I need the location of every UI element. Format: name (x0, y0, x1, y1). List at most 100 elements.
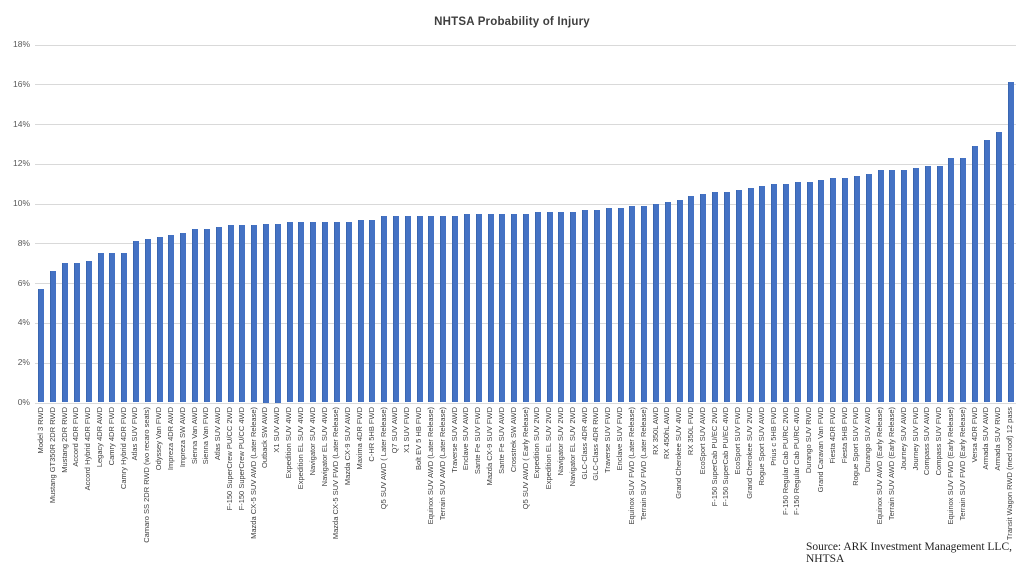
x-tick-label: Mustang 2DR RWD (59, 406, 69, 473)
x-tick-label: Camry Hybrid 4DR FWD (118, 406, 128, 489)
gridline-10pct (35, 203, 1016, 205)
x-tick-label: Durango SUV RWD (804, 406, 814, 473)
x-tick-label: Maxima 4DR FWD (355, 406, 365, 470)
bar (617, 207, 624, 403)
y-tick-label: 10% (12, 198, 30, 209)
bar (582, 209, 589, 403)
x-tick-label: Terrain SUV FWD (Later Release) (638, 406, 648, 520)
y-tick-label: 4% (17, 317, 30, 328)
x-tick-label: RX 350L AWD (650, 406, 660, 455)
x-tick-label: X1 SUV FWD (402, 406, 412, 453)
bar (558, 211, 565, 403)
x-tick-label: Sienna Van FWD (201, 406, 211, 464)
bar (357, 219, 364, 403)
bar (747, 187, 754, 403)
x-tick-label: Journey SUV AWD (898, 406, 908, 470)
x-tick-label: Atlas SUV AWD (213, 406, 223, 460)
y-tick-label: 18% (12, 39, 30, 49)
x-tick-label: Prius c 5HB FWD (768, 406, 778, 466)
bar (487, 213, 494, 403)
x-tick-label: F-150 Regular Cab PU/RC 4WD (792, 406, 802, 515)
x-tick-label: Journey SUV FWD (910, 406, 920, 470)
bar (345, 221, 352, 403)
x-tick-label: Sienna Van AWD (189, 406, 199, 464)
bar (286, 221, 293, 403)
bar (842, 177, 849, 403)
bar (676, 199, 683, 403)
x-tick-label: Enclave SUV FWD (615, 406, 625, 470)
bar (239, 225, 246, 403)
bar (818, 179, 825, 403)
x-tick-label: Sante Fe SUV AWD (496, 406, 506, 474)
x-tick-label: Terrain SUV FWD (Early Release) (957, 406, 967, 520)
x-tick-label: Expedition SUV 4WD (284, 406, 294, 478)
x-tick-label: F-150 Regular Cab PU/RC 2WD (780, 406, 790, 515)
bar (452, 215, 459, 403)
x-tick-label: Compass SUV AWD (922, 406, 932, 475)
x-tick-label: RX 450hL AWD (662, 406, 672, 459)
bar (641, 205, 648, 403)
source-note: Source: ARK Investment Management LLC, N… (806, 541, 1013, 565)
x-tick-label: Equinox SUV AWD (Early Release) (875, 406, 885, 524)
bar (381, 215, 388, 403)
x-tick-label: Compass SUV FWD (934, 406, 944, 475)
y-tick-label: 2% (17, 357, 30, 368)
x-tick-label: Expedition EL SUV 4WD (295, 406, 305, 489)
x-tick-label: Sante Fe SUV FWD (473, 406, 483, 474)
bar (664, 201, 671, 403)
bar (180, 233, 187, 403)
bar (924, 165, 931, 403)
bar (593, 209, 600, 403)
bar (274, 223, 281, 403)
bar (369, 219, 376, 403)
bar (85, 261, 92, 403)
x-tick-label: Accord 4DR FWD (71, 406, 81, 467)
bar (523, 213, 529, 403)
x-tick-label: Grand Caravan Van FWD (815, 406, 825, 492)
bar (712, 191, 719, 403)
bar (463, 213, 470, 403)
bar (132, 241, 139, 403)
x-tick-label: F-150 SuperCab PU/EC 4WD (721, 406, 731, 506)
gridline-16pct (35, 84, 1016, 86)
bar (97, 253, 104, 403)
x-tick-label: Equinox SUV FWD (Later Release) (626, 406, 636, 525)
bar (889, 169, 896, 403)
bar (109, 253, 116, 403)
bar (511, 213, 518, 403)
y-tick-label: 0% (17, 397, 30, 407)
x-tick-label: EcoSport SUV AWD (697, 406, 707, 474)
bar (499, 213, 506, 403)
bar (653, 203, 659, 403)
gridline-12pct (35, 163, 1016, 165)
x-tick-label: Grand Cherokee SUV 4WD (674, 406, 684, 499)
bar (723, 191, 730, 403)
x-tick-label: Expedition SUV 2WD (532, 406, 542, 478)
x-tick-label: Navigator SUV 2WD (555, 406, 565, 475)
x-tick-label: Accord Hybrid 4DR FWD (83, 406, 93, 490)
bar (806, 181, 813, 403)
bar (144, 239, 151, 403)
bar (333, 221, 340, 403)
x-tick-label: Mustang GT350R 2DR RWD (47, 406, 57, 503)
bar (865, 173, 872, 403)
x-tick-label: Mazda CX-5 SUV AWD (Later Release) (248, 406, 258, 539)
bar (262, 223, 269, 403)
bar (995, 132, 1002, 403)
y-tick-label: 12% (12, 158, 30, 169)
x-tick-label: GLC-Class 4DR RWD (591, 406, 601, 481)
x-tick-label: Model 3 RWD (35, 406, 45, 454)
bar (392, 215, 399, 403)
bar (203, 229, 210, 403)
bar (38, 289, 45, 403)
bar (322, 221, 329, 403)
x-tick-label: Armada SUV AWD (981, 406, 991, 470)
bar (700, 193, 707, 403)
bar (960, 157, 967, 403)
x-tick-label: Navigator EL SUV 4WD (319, 406, 329, 486)
y-tick-label: 6% (17, 277, 30, 288)
gridline-0pct (35, 402, 1016, 404)
x-tick-label: RX 350L FWD (685, 406, 695, 455)
x-tick-label: Mazda CX-9 SUV FWD (485, 406, 495, 485)
bar (156, 237, 163, 403)
